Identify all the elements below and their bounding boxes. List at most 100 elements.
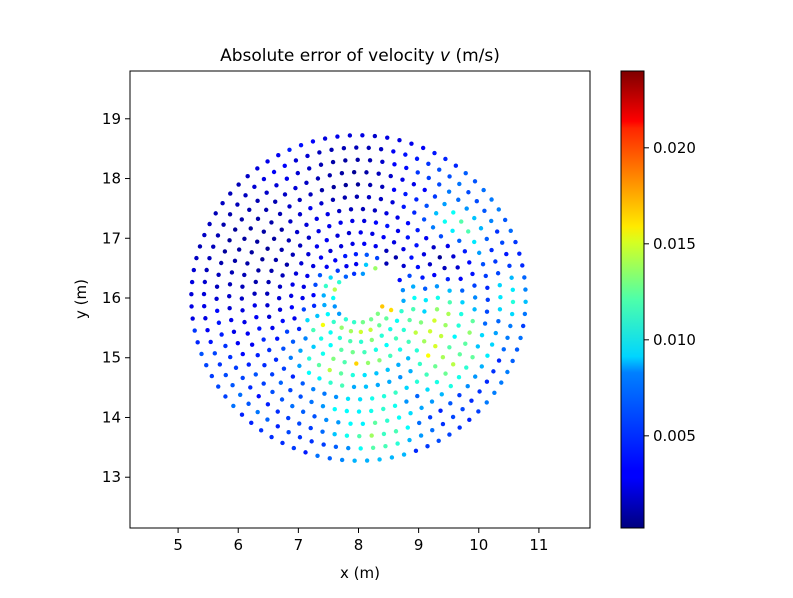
data-point <box>455 265 460 270</box>
data-point <box>474 199 479 204</box>
data-point <box>270 389 275 395</box>
data-point <box>418 433 424 438</box>
data-point <box>388 173 393 179</box>
data-point <box>370 231 375 237</box>
data-point <box>436 438 441 443</box>
data-point <box>360 421 366 426</box>
data-point <box>293 158 299 163</box>
data-point <box>332 407 337 412</box>
data-point <box>425 387 430 392</box>
colorbar-tick-label: 0.005 <box>653 427 696 445</box>
data-point <box>328 275 333 280</box>
data-point <box>311 263 316 269</box>
data-point <box>189 292 194 297</box>
data-point <box>362 241 367 247</box>
data-point <box>284 262 290 267</box>
data-point <box>377 457 382 462</box>
data-point <box>435 295 441 300</box>
data-point <box>374 371 379 376</box>
data-point <box>239 217 244 222</box>
data-point <box>443 156 448 162</box>
data-point <box>397 138 402 143</box>
data-point <box>416 420 422 426</box>
data-point <box>447 174 452 179</box>
data-point <box>472 239 477 245</box>
data-point <box>473 374 478 379</box>
data-point <box>384 261 389 266</box>
data-point <box>389 455 395 460</box>
data-point <box>422 309 427 314</box>
data-point <box>363 262 369 268</box>
data-point <box>457 238 462 243</box>
data-point <box>408 411 413 416</box>
data-point <box>364 170 369 175</box>
data-point <box>484 400 489 405</box>
data-point <box>290 282 295 287</box>
data-point <box>405 425 410 430</box>
data-point <box>343 274 349 279</box>
data-point <box>391 240 397 245</box>
data-point <box>496 358 502 363</box>
data-point <box>215 233 221 238</box>
data-point <box>415 393 420 399</box>
data-point <box>431 245 436 250</box>
data-point <box>290 374 296 379</box>
data-point <box>422 339 427 344</box>
data-point <box>427 262 433 267</box>
y-tick-label: 13 <box>102 468 121 486</box>
data-point <box>517 251 522 256</box>
data-point <box>309 399 314 405</box>
data-point <box>308 425 313 431</box>
data-point <box>388 307 394 313</box>
data-point <box>401 263 406 269</box>
data-point <box>246 401 251 406</box>
data-point <box>217 362 223 367</box>
data-point <box>256 394 261 399</box>
data-point <box>518 335 523 341</box>
data-point <box>336 208 342 214</box>
data-point <box>328 248 333 254</box>
data-point <box>458 276 463 282</box>
data-point <box>499 380 504 385</box>
data-point <box>404 165 409 171</box>
data-point <box>432 318 437 323</box>
data-point <box>505 335 510 341</box>
data-point <box>443 323 448 328</box>
data-point <box>457 392 462 398</box>
data-point <box>373 244 378 249</box>
data-point <box>418 320 424 325</box>
data-point <box>509 311 515 317</box>
data-point <box>311 344 316 350</box>
data-point <box>463 170 468 176</box>
data-point <box>350 372 355 378</box>
data-point <box>440 355 446 360</box>
plot-frame <box>129 70 591 529</box>
data-point <box>338 371 344 376</box>
data-point <box>403 152 408 157</box>
data-point <box>300 381 305 386</box>
data-point <box>191 267 197 273</box>
data-point <box>404 385 409 390</box>
data-point <box>405 356 411 361</box>
data-point <box>269 372 275 377</box>
data-point <box>282 163 287 168</box>
data-point <box>221 222 226 227</box>
data-point <box>472 307 477 312</box>
data-point <box>491 369 496 374</box>
data-point <box>325 311 331 317</box>
data-point <box>223 372 228 378</box>
data-point <box>442 201 447 207</box>
data-point <box>309 439 314 444</box>
data-point <box>189 304 194 309</box>
data-point <box>255 166 260 171</box>
data-point <box>280 440 285 446</box>
data-point <box>504 251 509 257</box>
data-point <box>330 159 336 165</box>
data-point <box>351 271 357 276</box>
data-point <box>279 397 285 402</box>
data-point <box>246 362 251 367</box>
data-point <box>372 133 378 139</box>
data-point <box>306 370 312 375</box>
data-point <box>368 317 374 322</box>
data-point <box>467 417 472 423</box>
